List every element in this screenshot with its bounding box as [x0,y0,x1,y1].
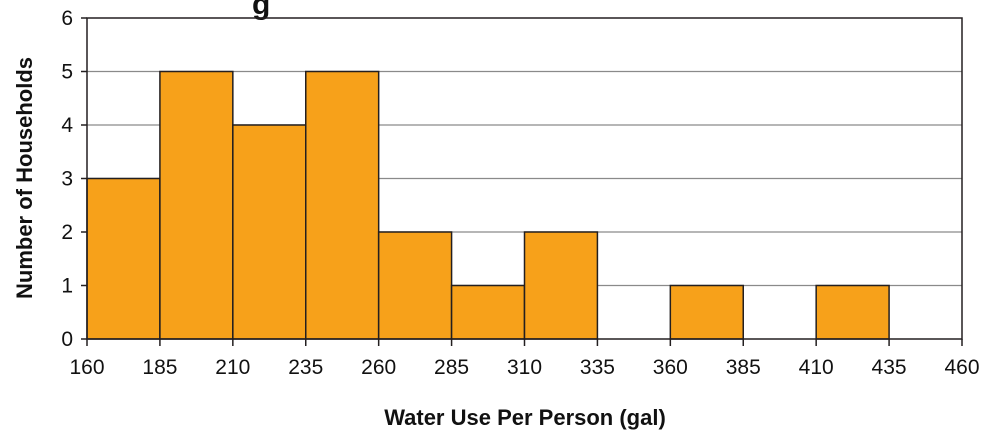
histogram-bar-235-260 [305,70,380,340]
x-axis-title: Water Use Per Person (gal) [384,405,666,430]
x-tick-label: 210 [215,356,250,379]
y-tick-label: 1 [61,275,73,298]
y-tick-label: 3 [61,168,73,191]
x-tick-label: 360 [653,356,688,379]
bars-layer [86,70,890,340]
x-tick-label: 435 [872,356,907,379]
x-tick-labels: 160 185 210 235 260 285 310 335 360 385 410 435 460 [69,339,980,379]
y-axis-title: Number of Households [12,57,37,299]
x-tick-label: 335 [580,356,615,379]
x-tick-label: 235 [288,356,323,379]
y-tick-label: 4 [61,114,73,137]
y-tick-labels: 0 1 2 3 4 5 6 [61,7,87,351]
y-tick-label: 2 [61,221,73,244]
histogram-bar-160-185 [86,177,161,340]
y-tick-label: 6 [61,7,73,30]
x-tick-label: 285 [434,356,469,379]
histogram-bar-210-235 [232,124,307,340]
histogram-bar-410-435 [815,284,890,340]
histogram-bar-360-385 [669,284,744,340]
x-tick-label: 260 [361,356,396,379]
x-tick-label: 460 [944,356,979,379]
histogram-bar-185-210 [159,70,234,340]
histogram-bar-260-285 [377,231,453,340]
x-tick-label: 185 [142,356,177,379]
x-tick-label: 385 [726,356,761,379]
histogram-bar-310-335 [523,231,599,340]
chart-title: g [252,0,270,21]
x-tick-label: 310 [507,356,542,379]
y-tick-label: 5 [61,61,73,84]
x-tick-label: 410 [799,356,834,379]
histogram-bar-285-310 [450,284,526,340]
x-tick-label: 160 [69,356,104,379]
y-tick-label: 0 [61,328,73,351]
